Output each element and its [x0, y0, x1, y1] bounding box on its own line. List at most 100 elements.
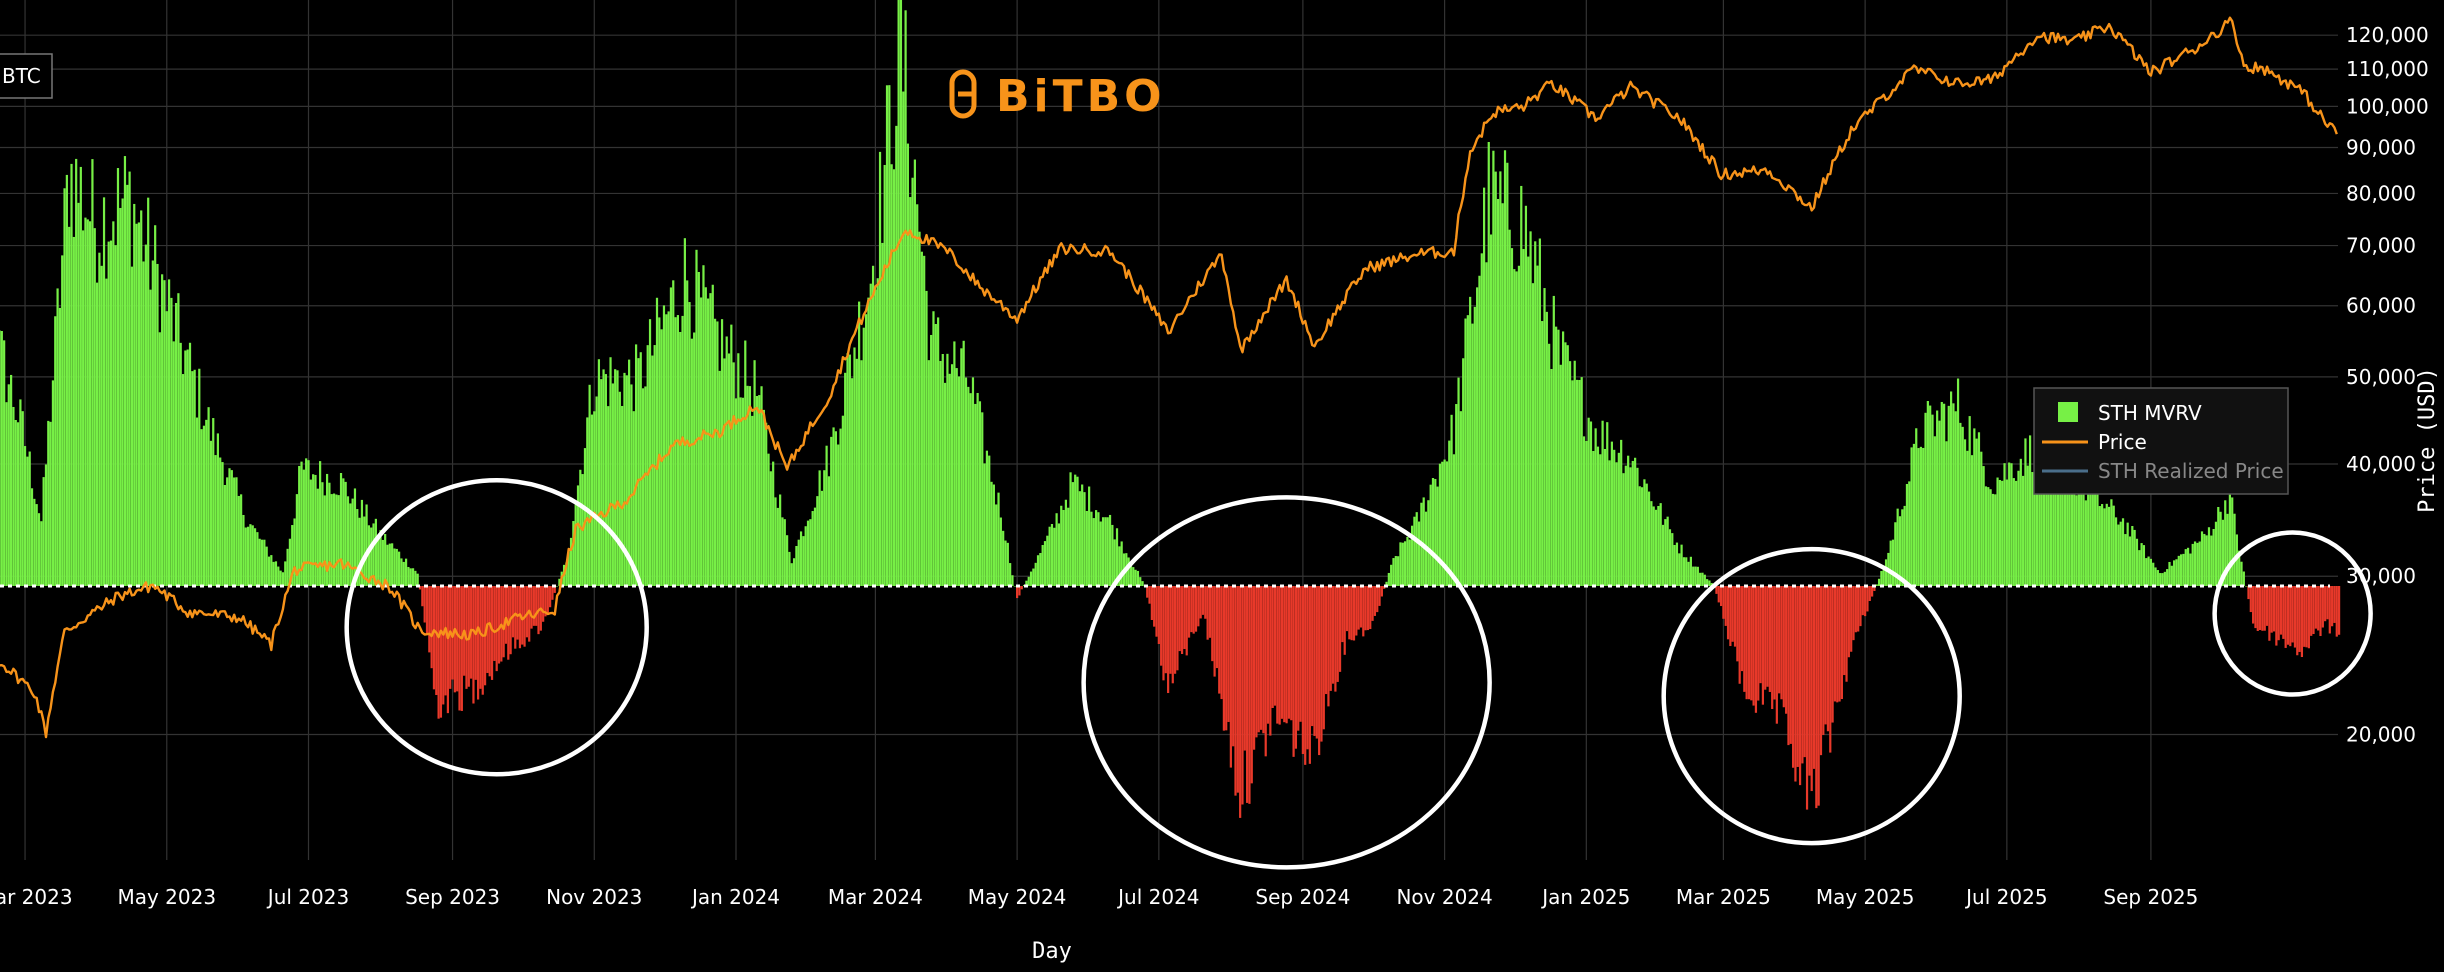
x-tick-label: Jan 2024	[690, 885, 780, 909]
mvrv-bar-positive	[1427, 500, 1430, 586]
mvrv-bar-positive	[2121, 518, 2125, 586]
mvrv-bar-positive	[962, 340, 965, 586]
mvrv-bar-positive	[1478, 275, 1481, 586]
mvrv-bar-positive	[291, 525, 294, 586]
mvrv-bar-negative	[1232, 586, 1235, 747]
mvrv-bar-negative	[1206, 586, 1209, 640]
mvrv-bar-positive	[1575, 379, 1579, 586]
mvrv-bar-positive	[1943, 403, 1946, 586]
mvrv-bar-positive	[1645, 483, 1648, 586]
x-tick-label: Nov 2023	[546, 885, 642, 909]
mvrv-bar-positive	[284, 561, 287, 586]
mvrv-bar-positive	[1617, 452, 1620, 586]
mvrv-bar-positive	[2224, 500, 2227, 586]
mvrv-bar-positive	[33, 498, 36, 586]
mvrv-bar-negative	[1750, 586, 1753, 701]
mvrv-bar-positive	[126, 184, 129, 586]
mvrv-bar-positive	[263, 539, 266, 586]
mvrv-bar-negative	[2305, 586, 2308, 648]
legend-item-sth-realized-price[interactable]: STH Realized Price	[2042, 459, 2284, 483]
mvrv-bar-positive	[188, 342, 192, 586]
mvrv-bar-positive	[325, 473, 329, 586]
mvrv-bar-negative	[1362, 586, 1365, 637]
mvrv-bar-positive	[89, 221, 92, 586]
mvrv-bar-negative	[1826, 586, 1830, 732]
mvrv-bar-positive	[363, 516, 366, 586]
mvrv-bar-positive	[1982, 466, 1985, 586]
mvrv-bar-positive	[786, 535, 789, 586]
mvrv-bar-negative	[2296, 586, 2299, 656]
mvrv-bar-positive	[1055, 513, 1058, 586]
mvrv-bar-positive	[909, 197, 912, 586]
mvrv-bar-positive	[47, 420, 50, 586]
mvrv-bar-positive	[667, 311, 670, 586]
mvrv-bar-positive	[10, 374, 13, 586]
mvrv-bar-positive	[1464, 318, 1467, 586]
mvrv-bar-negative	[493, 586, 496, 661]
mvrv-bar-positive	[374, 518, 377, 586]
mvrv-bar-positive	[298, 465, 301, 586]
mvrv-bar-negative	[2291, 586, 2294, 643]
mvrv-bar-positive	[804, 526, 807, 586]
legend-label-sth-realized-price: STH Realized Price	[2098, 459, 2284, 483]
mvrv-bar-positive	[960, 348, 963, 586]
mvrv-bar-positive	[2207, 527, 2211, 586]
x-tick-label: May 2024	[968, 885, 1067, 909]
mvrv-bar-positive	[116, 168, 120, 587]
mvrv-bar-positive	[1006, 542, 1009, 586]
mvrv-bar-positive	[323, 495, 326, 586]
bitbo-logo: BiTBO	[949, 69, 1162, 122]
mvrv-bar-positive	[216, 433, 219, 586]
mvrv-bar-positive	[2133, 529, 2136, 586]
mvrv-bar-positive	[1067, 507, 1070, 586]
mvrv-bar-positive	[135, 223, 138, 586]
mvrv-bar-positive	[1706, 579, 1709, 586]
mvrv-bar-positive	[693, 332, 696, 586]
mvrv-bar-positive	[253, 528, 257, 586]
mvrv-bar-negative	[553, 586, 556, 593]
legend-swatch-sth-mvrv	[2058, 402, 2078, 422]
legend-item-sth-mvrv[interactable]: STH MVRV	[2058, 401, 2202, 425]
mvrv-bar-positive	[384, 534, 387, 586]
mvrv-bar-positive	[788, 551, 791, 586]
price-tick-label: 20,000	[2346, 722, 2416, 746]
mvrv-bar-positive	[558, 578, 561, 586]
mvrv-bar-positive	[797, 539, 800, 586]
ticker-selector[interactable]: BTC	[0, 53, 53, 99]
legend-item-price[interactable]: Price	[2042, 430, 2147, 454]
mvrv-bar-positive	[2019, 458, 2022, 586]
mvrv-bar-positive	[1989, 489, 1992, 586]
mvrv-bar-negative	[1018, 586, 1021, 596]
mvrv-bar-positive	[1659, 503, 1662, 586]
mvrv-bar-positive	[823, 470, 826, 586]
mvrv-bar-negative	[1803, 586, 1806, 758]
mvrv-bar-negative	[1829, 586, 1832, 753]
mvrv-bar-positive	[1466, 315, 1469, 586]
mvrv-bar-positive	[23, 446, 27, 586]
mvrv-bar-positive	[2245, 586, 2248, 587]
mvrv-bar-positive	[555, 586, 559, 587]
mvrv-bar-negative	[2268, 586, 2271, 641]
mvrv-bar-positive	[1083, 492, 1086, 586]
mvrv-bar-negative	[1729, 586, 1732, 647]
mvrv-bar-negative	[1248, 586, 1251, 804]
mvrv-bar-positive	[105, 278, 108, 586]
mvrv-bar-positive	[1908, 481, 1911, 586]
mvrv-bar-positive	[918, 231, 921, 587]
mvrv-bar-negative	[1227, 586, 1230, 722]
mvrv-bar-negative	[1236, 586, 1239, 793]
mvrv-bar-negative	[1357, 586, 1360, 630]
mvrv-bar-positive	[2119, 521, 2122, 586]
mvrv-bar-positive	[5, 402, 8, 586]
mvrv-bar-positive	[174, 302, 178, 586]
mvrv-bar-negative	[1287, 586, 1291, 719]
mvrv-bar-positive	[295, 494, 298, 586]
mvrv-bar-negative	[1845, 586, 1848, 682]
mvrv-bar-negative	[1243, 586, 1246, 751]
mvrv-bar-positive	[414, 570, 417, 586]
mvrv-bar-positive	[1506, 162, 1509, 586]
mvrv-bar-negative	[2275, 586, 2278, 646]
mvrv-bar-positive	[967, 386, 970, 586]
mvrv-bar-positive	[2233, 513, 2236, 586]
mvrv-bar-positive	[72, 236, 75, 586]
